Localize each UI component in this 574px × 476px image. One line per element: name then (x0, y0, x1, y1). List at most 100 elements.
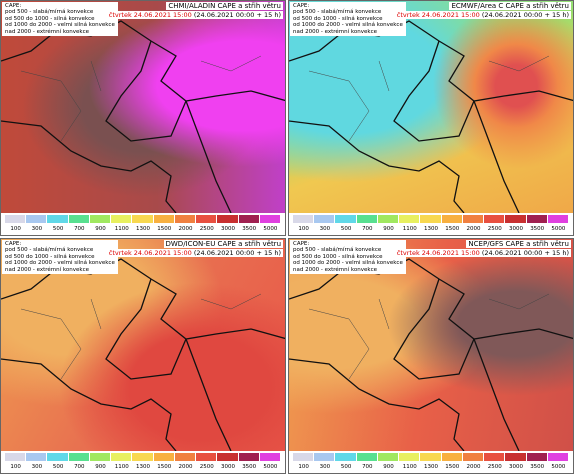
colorbar-label: 1500 (445, 226, 460, 232)
colorbar-swatch (399, 453, 421, 461)
border-line (308, 55, 550, 142)
colorbar-label: 1300 (424, 464, 439, 470)
legend: CAPE: pod 500 - slabá/mírná konvekce od 50… (290, 240, 406, 275)
border-line (185, 100, 232, 213)
colorbar-swatch (174, 453, 197, 461)
colorbar-swatch (462, 215, 485, 223)
legend: CAPE: pod 500 - slabá/mírná konvekce od 50… (2, 2, 118, 37)
colorbar-label: 2000 (178, 464, 193, 470)
colorbar-swatch (293, 453, 315, 461)
colorbar-label: 1100 (114, 226, 129, 232)
colorbar-swatch (68, 215, 90, 223)
cape-map (289, 1, 573, 213)
colorbar-label: 900 (95, 464, 106, 470)
border-line (20, 55, 262, 142)
colorbar-swatch (196, 453, 218, 461)
valid-time: čtvrtek 24.06.2021 15:00 (396, 11, 480, 19)
legend-line: pod 500 - slabá/mírná konvekce (293, 247, 382, 254)
model-panel: CAPE: pod 500 - slabá/mírná konvekce od 50… (288, 0, 574, 236)
forecast-time: čtvrtek 24.06.2021 15:00 (24.06.2021 00:… (394, 11, 571, 19)
colorbar-label: 1100 (402, 464, 417, 470)
cape-map (1, 1, 285, 213)
legend-line: od 500 do 1000 - silná konvekce (293, 253, 383, 260)
colorbar-swatch (5, 453, 27, 461)
colorbar-swatch (111, 453, 133, 461)
forecast-time: čtvrtek 24.06.2021 15:00 (24.06.2021 00:… (394, 249, 571, 257)
colorbar (5, 215, 282, 223)
colorbar-label: 300 (31, 464, 43, 470)
legend-line: nad 2000 - extrémní konvekce (293, 266, 377, 273)
border-line (1, 120, 177, 213)
colorbar-label: 1300 (136, 464, 151, 470)
colorbar-swatch (217, 215, 239, 223)
colorbar-swatch (293, 215, 315, 223)
colorbar-swatch (526, 453, 548, 461)
colorbar-label: 2500 (199, 226, 214, 232)
border-line (105, 278, 187, 380)
colorbar-swatch (335, 215, 357, 223)
legend-line: od 500 do 1000 - silná konvekce (5, 253, 95, 260)
colorbar-swatch (26, 453, 48, 461)
colorbar-label: 5000 (263, 464, 278, 470)
colorbar-label: 5000 (551, 226, 566, 232)
colorbar-label: 500 (340, 226, 352, 232)
colorbar-label: 2500 (487, 226, 502, 232)
colorbar-swatch (68, 453, 90, 461)
colorbar-swatch (132, 215, 154, 223)
colorbar-swatch (111, 215, 133, 223)
colorbar-label: 500 (52, 226, 64, 232)
legend-line: nad 2000 - extrémní konvekce (5, 28, 89, 35)
colorbar-swatch (238, 453, 260, 461)
colorbar-swatch (420, 453, 442, 461)
colorbar-swatch (196, 215, 218, 223)
colorbar-label: 2500 (487, 464, 502, 470)
colorbar-label: 700 (74, 226, 85, 232)
legend-line: CAPE: (5, 3, 22, 9)
colorbar-swatch (174, 215, 197, 223)
border-line (393, 40, 475, 142)
colorbar-label: 500 (340, 464, 352, 470)
forecast-time: čtvrtek 24.06.2021 15:00 (24.06.2021 00:… (106, 249, 283, 257)
run-time: (24.06.2021 00:00 + 15 h) (481, 11, 569, 19)
colorbar-label: 3500 (242, 226, 257, 232)
colorbar-label: 100 (10, 226, 21, 232)
legend-line: nad 2000 - extrémní konvekce (293, 28, 377, 35)
colorbar-label: 900 (383, 226, 394, 232)
colorbar-label: 2000 (466, 226, 481, 232)
border-line (1, 358, 177, 451)
colorbar-labels: 100 300 500 700 900 1100 1300 1500 2000 2500 3000 3… (5, 464, 281, 472)
colorbar-swatch (5, 215, 27, 223)
colorbar-swatch (89, 215, 112, 223)
colorbar-label: 2000 (178, 226, 193, 232)
model-title: NCEP/GFS CAPE a střih větru (466, 240, 571, 248)
border-line (185, 338, 232, 451)
colorbar-label: 900 (383, 464, 394, 470)
run-time: (24.06.2021 00:00 + 15 h) (193, 249, 281, 257)
legend-line: CAPE: (293, 3, 310, 9)
model-panel: CAPE: pod 500 - slabá/mírná konvekce od 50… (0, 0, 286, 236)
cape-map (289, 239, 573, 451)
colorbar (5, 453, 282, 461)
colorbar-swatch (335, 453, 357, 461)
colorbar-label: 100 (298, 226, 309, 232)
border-line (393, 278, 475, 380)
valid-time: čtvrtek 24.06.2021 15:00 (396, 249, 480, 257)
colorbar-swatch (462, 453, 485, 461)
legend: CAPE: pod 500 - slabá/mírná konvekce od 50… (2, 240, 118, 275)
model-panel: CAPE: pod 500 - slabá/mírná konvekce od 50… (288, 238, 574, 474)
colorbar-swatch (547, 215, 570, 223)
legend-line: od 500 do 1000 - silná konvekce (5, 15, 95, 22)
colorbar-swatch (505, 453, 527, 461)
colorbar-swatch (441, 453, 463, 461)
legend: CAPE: pod 500 - slabá/mírná konvekce od 50… (290, 2, 406, 37)
colorbar-label: 1300 (136, 226, 151, 232)
colorbar-swatch (420, 215, 442, 223)
colorbar-swatch (238, 215, 260, 223)
forecast-time: čtvrtek 24.06.2021 15:00 (24.06.2021 00:… (106, 11, 283, 19)
cape-map (1, 239, 285, 451)
colorbar-labels: 100 300 500 700 900 1100 1300 1500 2000 2500 3000 3… (5, 226, 281, 234)
colorbar-swatch (377, 453, 400, 461)
colorbar-swatch (526, 215, 548, 223)
colorbar-swatch (47, 215, 69, 223)
colorbar-swatch (547, 453, 570, 461)
